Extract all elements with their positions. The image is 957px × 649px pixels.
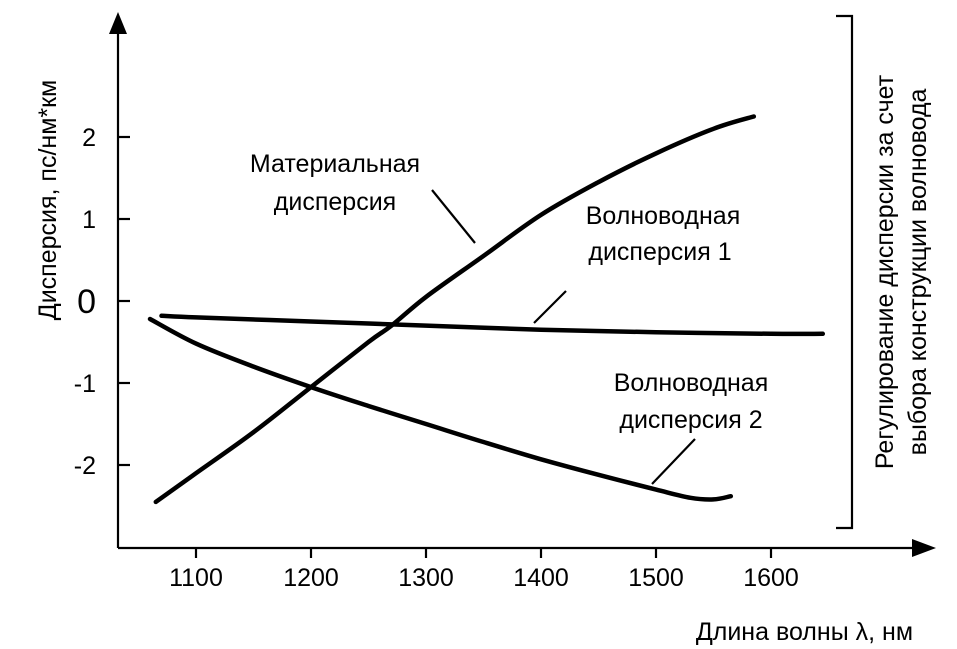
annotation-material-line2: дисперсия	[274, 188, 396, 216]
y-tick-label: 0	[77, 283, 96, 321]
annotation-waveguide-1-line1: Волноводная	[586, 202, 741, 230]
annotation-material: Материальная дисперсия	[250, 150, 420, 216]
x-tick-label: 1500	[628, 564, 684, 592]
bracket-label-line2: выбора конструкции волновода	[904, 88, 932, 455]
y-tick-label: -1	[74, 370, 96, 398]
annotation-waveguide-1-line2: дисперсия 1	[588, 238, 731, 266]
y-ticks: 2 1 0 -1 -2	[74, 124, 130, 480]
x-axis-arrow	[912, 539, 936, 557]
series-waveguide-dispersion-1	[159, 313, 826, 337]
y-tick-label: 2	[82, 124, 96, 152]
annotation-waveguide-2-line1: Волноводная	[614, 369, 769, 397]
series-group	[147, 114, 826, 505]
bracket-label: Регулирование дисперсии за счет выбора к…	[871, 74, 932, 469]
axes	[109, 12, 936, 557]
leader-waveguide-2	[651, 438, 696, 485]
annotation-material-line1: Материальная	[250, 150, 420, 178]
leader-material	[431, 189, 476, 244]
y-tick-label: 1	[82, 206, 96, 234]
bracket-label-line1: Регулирование дисперсии за счет	[871, 74, 899, 469]
y-tick-label: -2	[74, 452, 96, 480]
leader-waveguide-1	[533, 290, 567, 324]
annotation-waveguide-2-line2: дисперсия 2	[619, 406, 762, 434]
bracket	[836, 14, 854, 530]
y-axis-arrow	[109, 12, 127, 34]
x-axis-title: Длина волны λ, нм	[696, 618, 913, 646]
x-tick-label: 1600	[743, 564, 799, 592]
annotation-waveguide-2: Волноводная дисперсия 2	[614, 369, 769, 434]
x-tick-label: 1100	[169, 564, 223, 592]
x-tick-label: 1200	[283, 564, 339, 592]
annotation-waveguide-1: Волноводная дисперсия 1	[586, 202, 741, 266]
x-ticks: 1100 1200 1300 1400 1500 1600	[169, 548, 799, 592]
series-waveguide-dispersion-2	[147, 316, 734, 502]
x-tick-label: 1400	[513, 564, 569, 592]
x-tick-label: 1300	[398, 564, 454, 592]
y-axis-title: Дисперсия, пс/нм*км	[34, 80, 62, 320]
series-material-dispersion	[153, 114, 757, 505]
leader-lines	[431, 189, 696, 485]
